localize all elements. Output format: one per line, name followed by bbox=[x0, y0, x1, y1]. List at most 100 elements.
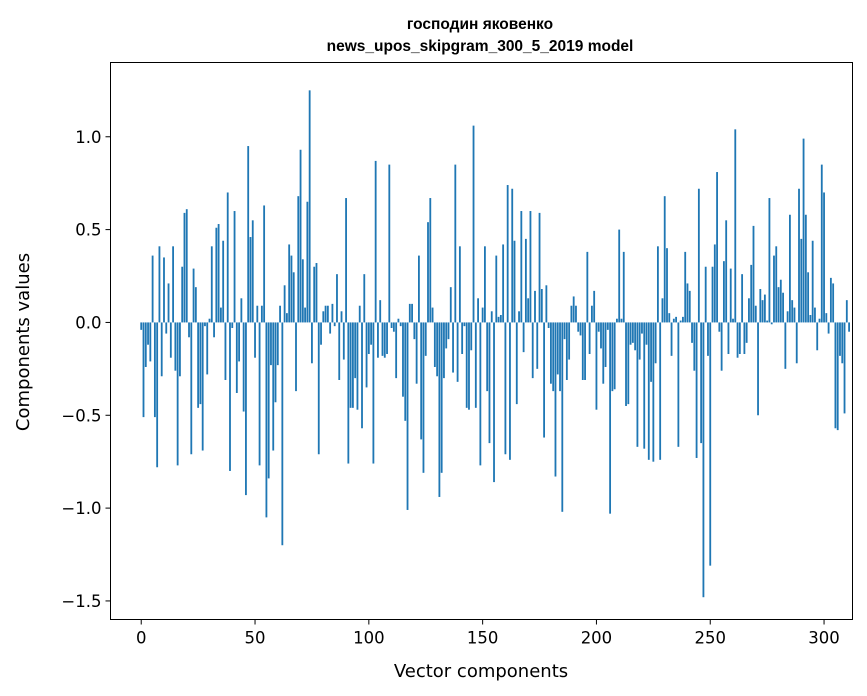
bar bbox=[331, 303, 334, 323]
bar bbox=[179, 322, 181, 377]
bar bbox=[172, 246, 174, 323]
bar bbox=[279, 305, 281, 323]
bar bbox=[490, 311, 493, 323]
bar bbox=[727, 322, 730, 354]
bar bbox=[411, 303, 413, 323]
bar bbox=[802, 138, 805, 323]
bar bbox=[679, 320, 682, 323]
bar bbox=[285, 313, 288, 323]
bar bbox=[292, 272, 295, 323]
bar bbox=[317, 322, 320, 455]
bar bbox=[836, 322, 839, 431]
bar bbox=[324, 305, 327, 323]
bar bbox=[329, 322, 332, 334]
bar bbox=[584, 322, 586, 380]
bar bbox=[308, 90, 311, 323]
bar bbox=[593, 290, 596, 323]
bar bbox=[283, 285, 286, 323]
bar bbox=[768, 198, 771, 323]
bar bbox=[463, 322, 466, 327]
x-axis-label: Vector components bbox=[394, 661, 568, 682]
bar bbox=[449, 287, 452, 323]
bar bbox=[424, 322, 427, 356]
bar bbox=[267, 322, 270, 479]
bar bbox=[181, 266, 184, 323]
bar bbox=[235, 322, 238, 393]
bar bbox=[590, 305, 593, 323]
bar bbox=[645, 322, 648, 345]
bar bbox=[311, 322, 313, 364]
bar bbox=[313, 266, 316, 323]
bar bbox=[536, 322, 539, 369]
bar bbox=[777, 287, 780, 323]
bar bbox=[561, 322, 564, 512]
bar bbox=[600, 322, 602, 349]
bar bbox=[550, 322, 552, 384]
bar bbox=[773, 255, 775, 323]
x-tick-label: 0 bbox=[136, 629, 147, 648]
bar bbox=[452, 322, 454, 373]
bar bbox=[798, 188, 800, 323]
bar bbox=[474, 322, 477, 408]
bar bbox=[684, 251, 687, 323]
bar bbox=[527, 298, 530, 323]
bar bbox=[666, 248, 668, 323]
plot-frame bbox=[110, 62, 853, 620]
bar bbox=[504, 322, 507, 455]
bar bbox=[144, 322, 147, 367]
bar bbox=[766, 320, 769, 323]
bar bbox=[638, 322, 641, 360]
bar bbox=[276, 322, 279, 366]
bar bbox=[495, 255, 498, 323]
bar bbox=[290, 255, 293, 323]
bar bbox=[515, 322, 518, 405]
bar bbox=[201, 322, 204, 451]
bar bbox=[433, 322, 436, 367]
bar bbox=[320, 322, 322, 345]
bar bbox=[784, 322, 787, 369]
bar bbox=[440, 322, 443, 473]
bar bbox=[304, 307, 307, 323]
bar bbox=[497, 316, 500, 323]
bar bbox=[367, 322, 370, 354]
bar bbox=[540, 289, 543, 323]
bar bbox=[222, 240, 225, 323]
bar bbox=[219, 307, 222, 323]
bar bbox=[333, 322, 336, 327]
bar bbox=[229, 322, 231, 471]
bar bbox=[301, 259, 304, 323]
bar bbox=[174, 322, 177, 371]
bar bbox=[356, 322, 359, 410]
bar bbox=[656, 246, 659, 323]
y-tick-label: −0.5 bbox=[61, 406, 101, 425]
bar bbox=[370, 322, 373, 345]
bar bbox=[185, 209, 188, 323]
bar bbox=[358, 305, 361, 323]
bar bbox=[754, 305, 757, 323]
bar bbox=[422, 322, 425, 473]
bar bbox=[686, 283, 689, 323]
bar bbox=[741, 274, 744, 323]
bar bbox=[274, 322, 277, 403]
bar bbox=[197, 322, 200, 408]
bar bbox=[597, 322, 600, 332]
bar bbox=[688, 290, 691, 323]
bar bbox=[477, 298, 479, 323]
bar bbox=[249, 237, 252, 323]
bar bbox=[613, 322, 616, 390]
bar bbox=[577, 322, 580, 332]
bar bbox=[208, 318, 211, 323]
bar bbox=[190, 322, 193, 455]
bar bbox=[345, 198, 347, 323]
bar bbox=[795, 322, 798, 364]
bar bbox=[192, 268, 195, 323]
bar bbox=[265, 322, 268, 518]
bar bbox=[718, 322, 721, 332]
bar bbox=[272, 322, 275, 451]
bar bbox=[147, 322, 149, 345]
bar bbox=[397, 318, 400, 323]
x-tick-label: 100 bbox=[353, 629, 385, 648]
bar bbox=[793, 307, 796, 323]
bar bbox=[545, 285, 548, 323]
bar bbox=[251, 220, 254, 323]
